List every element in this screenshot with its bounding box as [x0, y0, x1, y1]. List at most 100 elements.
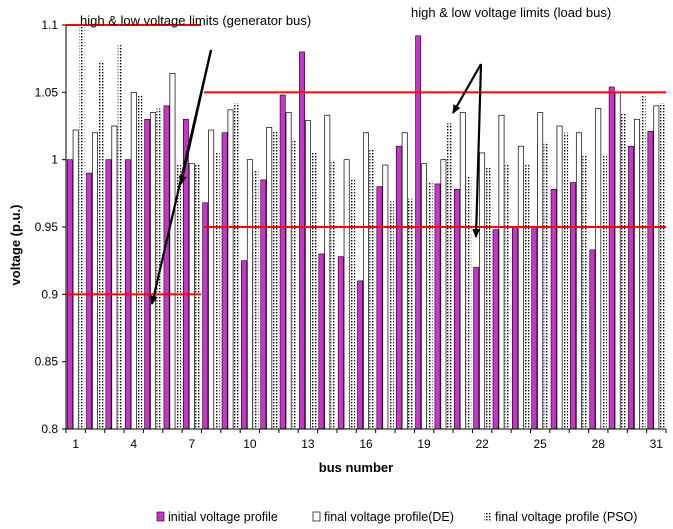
- bar-solid-bus-18: [395, 145, 402, 430]
- x-tick-label: 28: [592, 437, 606, 451]
- y-tick-label: 0.9: [41, 287, 58, 301]
- bar-solid-bus-27: [570, 182, 576, 430]
- bar-dotted-bus-1: [78, 25, 85, 429]
- legend-label-pso: final voltage profile (PSO): [495, 510, 637, 524]
- bar-hollow-bus-24: [517, 145, 524, 430]
- y-tick-label: 0.95: [35, 220, 59, 234]
- bar-dotted-bus-28: [601, 155, 607, 429]
- bar-hollow-bus-25: [537, 112, 544, 430]
- bar-solid-bus-11: [260, 179, 267, 430]
- bar-dotted-bus-26: [562, 132, 569, 430]
- bar-solid-bus-24: [512, 226, 518, 430]
- y-tick-labels: 0.8 0.85 0.9 0.95 1 1.05 1.1: [35, 18, 66, 436]
- bar-hollow-bus-29: [614, 91, 621, 430]
- y-tick-label: 1.05: [35, 85, 59, 99]
- bar-hollow-bus-17: [382, 164, 389, 430]
- bar-dotted-bus-29: [620, 112, 627, 429]
- bar-dotted-bus-20: [446, 123, 452, 429]
- bar-hollow-bus-3: [111, 125, 118, 430]
- bar-dotted-bus-25: [543, 142, 549, 429]
- bar-solid-bus-12: [279, 94, 286, 430]
- x-tick-label: 22: [475, 437, 489, 451]
- legend-swatch-de: [312, 511, 321, 522]
- bar-dotted-bus-21: [466, 175, 472, 429]
- bar-dotted-bus-5: [156, 108, 162, 430]
- bar-solid-bus-2: [86, 172, 93, 430]
- bar-hollow-bus-22: [479, 152, 486, 430]
- bar-hollow-bus-1: [72, 129, 79, 430]
- bar-hollow-bus-4: [130, 91, 137, 430]
- bar-dotted-bus-7: [195, 163, 201, 429]
- legend-label-de: final voltage profile(DE): [324, 510, 454, 524]
- bar-hollow-bus-26: [556, 125, 563, 430]
- bar-solid-bus-9: [221, 132, 228, 430]
- arrow-load-lower: [472, 63, 483, 238]
- bar-hollow-bus-27: [575, 132, 582, 430]
- bar-solid-bus-20: [434, 183, 441, 430]
- bar-solid-bus-26: [550, 188, 557, 430]
- x-tick-label: 25: [534, 437, 548, 451]
- bar-solid-bus-21: [453, 188, 460, 430]
- bar-dotted-bus-13: [311, 152, 317, 429]
- annotation-arrows: [149, 49, 483, 305]
- y-tick-label: 0.8: [41, 422, 58, 436]
- bar-solid-bus-14: [318, 253, 325, 430]
- x-axis-title: bus number: [319, 460, 393, 475]
- bar-hollow-bus-18: [401, 132, 408, 430]
- bar-solid-bus-29: [608, 86, 615, 430]
- bar-solid-bus-17: [376, 186, 383, 430]
- bar-dotted-bus-6: [175, 163, 181, 429]
- bar-dotted-bus-16: [369, 148, 375, 429]
- bar-dotted-bus-31: [659, 103, 665, 430]
- bar-dotted-bus-22: [485, 166, 491, 429]
- bar-hollow-bus-19: [421, 163, 428, 430]
- bar-dotted-bus-14: [330, 161, 336, 429]
- bar-dotted-bus-2: [98, 61, 104, 430]
- bar-solid-bus-10: [241, 260, 247, 430]
- x-tick-labels: 1 4 7 10 13 16 19 22 25 28 31: [65, 429, 667, 451]
- bar-hollow-bus-13: [304, 120, 311, 430]
- bar-hollow-bus-12: [285, 112, 292, 430]
- annotation-generator-bus: high & low voltage limits (generator bus…: [80, 13, 311, 28]
- y-tick-label: 1: [51, 153, 58, 167]
- bar-solid-bus-8: [202, 202, 209, 430]
- legend-swatch-initial: [156, 511, 165, 522]
- bar-solid-bus-15: [337, 256, 344, 430]
- bar-dotted-bus-19: [427, 181, 433, 429]
- x-tick-label: 13: [301, 437, 315, 451]
- arrow-generator-lower: [178, 49, 213, 185]
- bar-solid-bus-28: [589, 249, 596, 430]
- bar-hollow-bus-15: [343, 159, 350, 430]
- bar-hollow-bus-21: [459, 112, 466, 430]
- bar-dotted-bus-30: [640, 95, 646, 429]
- x-tick-label: 16: [359, 437, 373, 451]
- x-tick-label: 4: [130, 437, 137, 451]
- x-tick-label: 10: [243, 437, 257, 451]
- bar-dotted-bus-10: [253, 170, 259, 429]
- bar-hollow-bus-14: [324, 114, 331, 430]
- bar-dotted-bus-12: [291, 140, 298, 429]
- bar-hollow-bus-23: [498, 114, 505, 430]
- bar-hollow-bus-16: [363, 132, 369, 430]
- bar-solid-bus-31: [647, 131, 654, 430]
- bar-dotted-bus-3: [117, 45, 123, 429]
- bar-dotted-bus-24: [524, 165, 530, 430]
- y-tick-label: 0.85: [35, 355, 59, 369]
- bar-solid-bus-13: [299, 51, 305, 430]
- legend: initial voltage profile final voltage pr…: [156, 510, 637, 524]
- bar-hollow-bus-6: [169, 73, 176, 430]
- bar-dotted-bus-18: [408, 198, 414, 429]
- bar-dotted-bus-4: [137, 95, 143, 429]
- bar-solid-bus-25: [531, 226, 538, 430]
- bar-solid-bus-30: [628, 145, 634, 430]
- bar-hollow-bus-30: [634, 118, 640, 430]
- bar-solid-bus-6: [163, 105, 170, 430]
- bar-solid-bus-19: [415, 35, 422, 430]
- bar-hollow-bus-11: [266, 126, 273, 430]
- legend-swatch-pso: [484, 512, 491, 521]
- bar-hollow-bus-5: [150, 112, 157, 430]
- arrow-load-upper: [452, 63, 482, 114]
- bar-dotted-bus-9: [233, 103, 240, 430]
- bar-hollow-bus-20: [440, 159, 447, 430]
